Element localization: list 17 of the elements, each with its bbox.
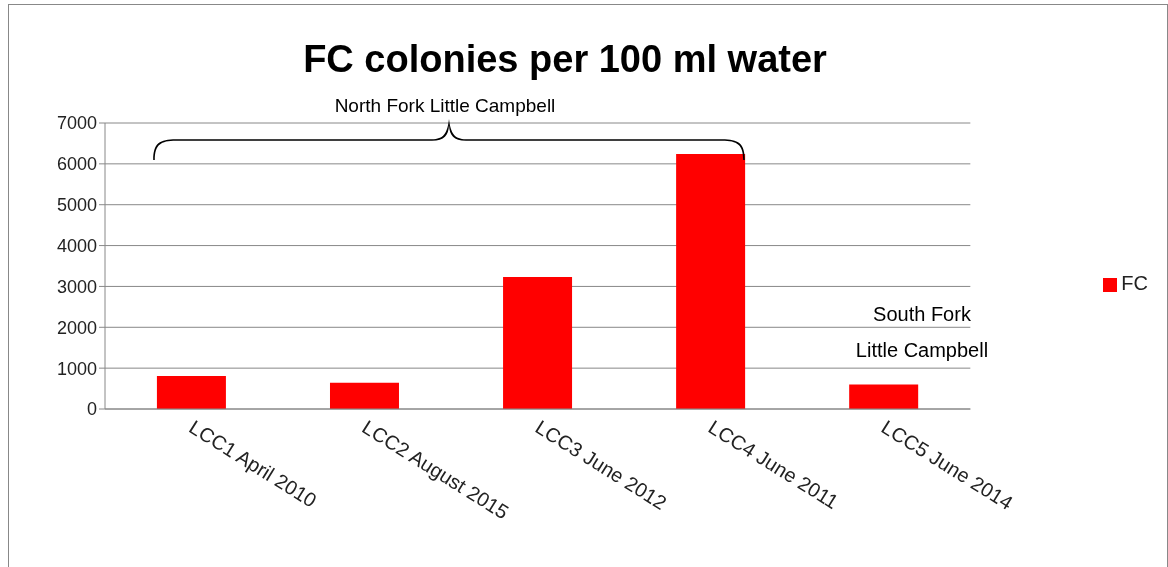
- annotation: South Fork Little Campbell: [854, 302, 990, 363]
- y-tick-label: 0: [86, 399, 97, 420]
- y-tick-label: 4000: [56, 235, 97, 256]
- y-tick-label: 7000: [56, 113, 97, 134]
- y-tick-label: 3000: [56, 276, 97, 297]
- y-tick-label: 5000: [56, 195, 97, 216]
- text: North Fork Little Campbell: [333, 95, 557, 117]
- bar: [849, 384, 919, 409]
- y-tick-label: 6000: [56, 154, 97, 175]
- y-tick-label: 2000: [56, 317, 97, 338]
- chart-title: FC colonies per 100 ml water: [302, 38, 828, 81]
- y-tick-label: 1000: [56, 358, 97, 379]
- legend-label: FC: [1121, 272, 1148, 294]
- bar: [329, 382, 399, 409]
- bar: [503, 277, 573, 409]
- bar: [156, 375, 226, 409]
- bar: [676, 154, 746, 409]
